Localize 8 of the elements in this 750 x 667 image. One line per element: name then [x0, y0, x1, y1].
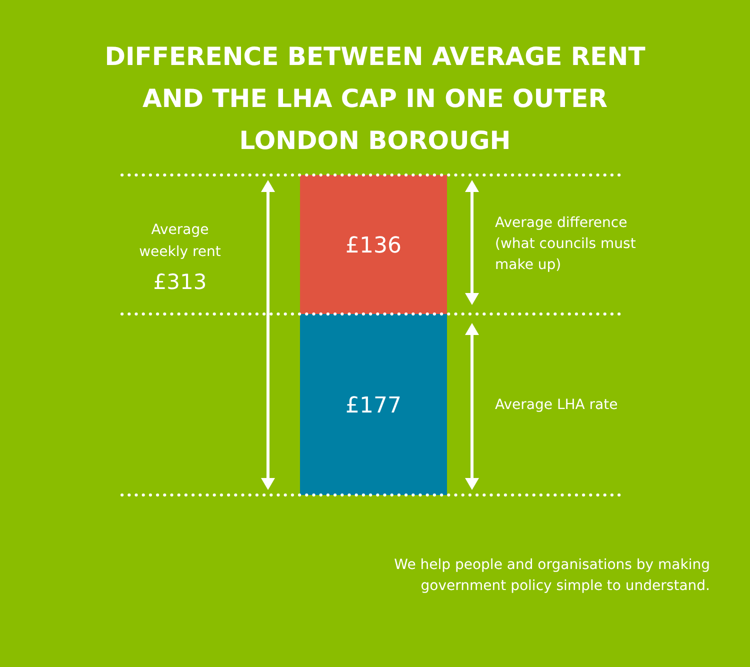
- text: Average weekly rent: [138, 221, 222, 262]
- text: £313: [152, 270, 208, 294]
- data-label: £177: [346, 393, 402, 418]
- text: Average difference (what councils must make up): [495, 214, 637, 275]
- text: We help people and organisations by making government policy simple to understand.: [393, 556, 710, 596]
- text: Average LHA rate: [495, 396, 619, 415]
- chart-title: DIFFERENCE BETWEEN AVERAGE RENT AND THE LHA CAP IN ONE OUTER LONDON BOROUGH: [104, 41, 646, 157]
- data-label: £136: [346, 233, 402, 258]
